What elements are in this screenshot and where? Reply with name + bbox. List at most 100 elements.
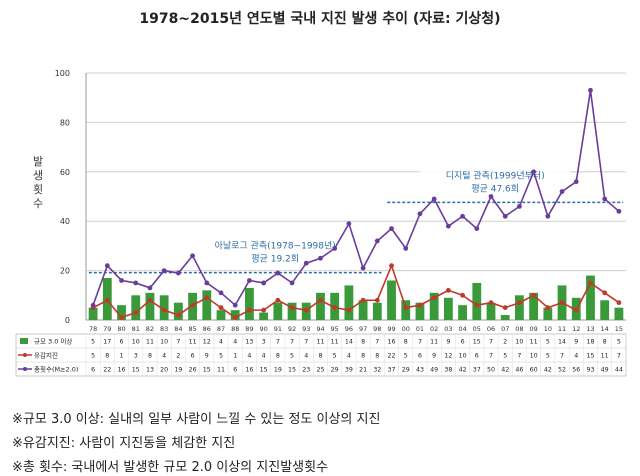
bar [515, 295, 524, 320]
table-cell: 2 [503, 339, 507, 346]
data-point [460, 213, 465, 219]
bar [387, 280, 396, 320]
table-cell: 7 [290, 339, 294, 346]
x-tick-label: 14 [601, 325, 609, 333]
table-cell: 6 [91, 367, 95, 374]
data-point [374, 238, 380, 244]
x-tick-label: 93 [302, 325, 310, 333]
table-cell: 5 [91, 339, 95, 346]
table-cell: 8 [276, 353, 280, 360]
table-cell: 15 [586, 353, 594, 360]
table-cell: 7 [517, 353, 521, 360]
bar [273, 302, 283, 320]
data-point [218, 290, 224, 296]
annotation-box [420, 166, 571, 197]
bar [245, 287, 254, 320]
table-cell: 4 [162, 353, 166, 360]
table-cell: 42 [459, 367, 467, 374]
table-cell: 44 [615, 367, 623, 374]
data-point [445, 287, 451, 293]
x-tick-label: 15 [615, 325, 623, 333]
x-tick-label: 94 [316, 325, 324, 333]
data-point [161, 268, 167, 273]
bar [216, 310, 226, 320]
data-point [431, 295, 437, 301]
data-point [573, 307, 579, 313]
table-cell: 11 [601, 353, 609, 360]
legend-swatch-dot [23, 367, 27, 371]
table-cell: 32 [373, 367, 381, 374]
table-cell: 7 [489, 339, 493, 346]
data-point [559, 300, 565, 306]
table-cell: 38 [444, 367, 452, 374]
table-cell: 4 [304, 353, 308, 360]
table-cell: 4 [262, 353, 266, 360]
data-point [545, 305, 551, 311]
x-tick-label: 88 [231, 325, 239, 333]
x-tick-label: 85 [188, 325, 196, 333]
legend-swatch [20, 338, 28, 344]
table-cell: 9 [574, 339, 578, 346]
bar [287, 302, 297, 320]
table-cell: 10 [530, 353, 538, 360]
data-point [147, 285, 153, 291]
data-point [588, 280, 593, 286]
bar [458, 305, 467, 320]
data-point [573, 179, 579, 185]
data-point [460, 292, 465, 298]
x-tick-label: 12 [572, 325, 580, 333]
table-cell: 4 [219, 339, 223, 346]
x-tick-label: 87 [217, 325, 225, 333]
x-tick-label: 81 [132, 325, 140, 333]
table-cell: 8 [105, 353, 109, 360]
table-cell: 6 [191, 353, 195, 360]
data-point [531, 292, 537, 298]
data-point [275, 270, 281, 276]
table-cell: 12 [203, 339, 211, 346]
bar [358, 300, 368, 320]
bar [529, 292, 539, 320]
data-point [303, 307, 309, 313]
data-point [275, 297, 281, 303]
bar [259, 312, 269, 320]
table-cell: 5 [290, 353, 294, 360]
data-point [531, 169, 537, 175]
table-cell: 11 [217, 367, 225, 374]
x-tick-label: 00 [402, 325, 410, 333]
bar [131, 295, 141, 320]
table-cell: 10 [515, 339, 523, 346]
data-point [247, 278, 252, 283]
annotation-label: 디지털 관측(1999년부터) [446, 169, 545, 181]
data-table: 규모 3.0 이상 5 17 6 10 11 10 7 11 12 4 4 13 3 7 7 7 11 11 14 8 7… [15, 333, 627, 377]
x-tick-label: 13 [586, 325, 594, 333]
data-point [104, 263, 110, 269]
line-series [90, 87, 622, 320]
x-tick-label: 97 [359, 325, 367, 333]
x-tick-label: 89 [245, 325, 253, 333]
bar [614, 307, 624, 320]
table-cell: 50 [487, 367, 495, 374]
table-cell: 8 [361, 353, 365, 360]
bar [586, 275, 595, 320]
x-tick-label: 84 [174, 325, 182, 333]
table-cell: 14 [558, 339, 566, 346]
table-cell: 93 [586, 367, 594, 374]
data-point [417, 211, 423, 217]
table-cell: 15 [132, 367, 140, 374]
x-tick-label: 79 [103, 325, 111, 333]
table-cell: 8 [318, 353, 322, 360]
table-cell: 15 [203, 367, 211, 374]
data-point [360, 297, 366, 303]
table-cell: 6 [120, 339, 124, 346]
table-cell: 4 [233, 339, 237, 346]
y-tick-label: 80 [60, 118, 70, 127]
y-tick-label: 20 [60, 267, 70, 276]
data-point [474, 226, 480, 232]
data-point [403, 305, 409, 311]
x-tick-label: 83 [160, 325, 168, 333]
table-cell: 15 [473, 339, 481, 346]
data-point [445, 223, 451, 229]
table-cell: 8 [148, 353, 152, 360]
